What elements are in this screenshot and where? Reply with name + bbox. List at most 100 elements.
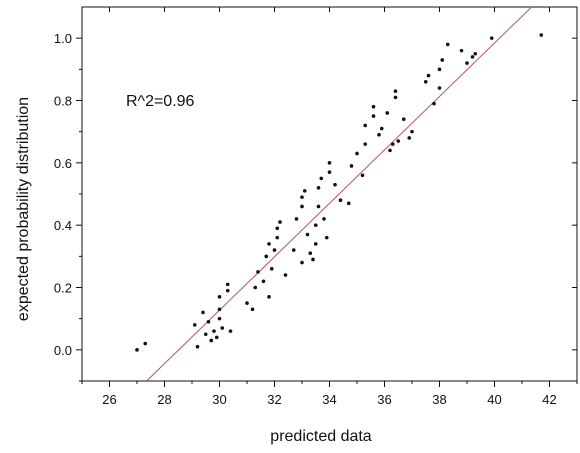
y-tick-label: 0.4	[54, 218, 72, 233]
data-point	[423, 80, 428, 84]
data-point	[135, 348, 139, 352]
data-points	[135, 33, 544, 352]
data-point	[264, 254, 269, 259]
data-point	[322, 217, 326, 221]
data-point	[300, 260, 304, 265]
data-point	[291, 248, 296, 252]
data-point	[269, 267, 274, 271]
data-point	[410, 129, 414, 134]
data-point	[275, 235, 280, 240]
fit-line	[146, 7, 532, 381]
data-point	[302, 189, 307, 193]
data-point	[195, 344, 200, 349]
x-tick-label: 32	[267, 392, 281, 407]
data-point	[220, 326, 225, 330]
data-point	[212, 329, 216, 333]
y-tick-label: 0.8	[54, 94, 72, 109]
data-point	[401, 117, 406, 121]
data-point	[217, 316, 222, 321]
data-point	[327, 170, 332, 174]
data-point	[363, 123, 368, 128]
data-point	[445, 42, 450, 47]
data-point	[327, 161, 332, 165]
x-tick-label: 42	[542, 392, 556, 407]
data-point	[379, 126, 384, 131]
data-point	[217, 295, 222, 299]
data-point	[217, 307, 222, 312]
y-tick-label: 1.0	[54, 31, 72, 46]
data-point	[489, 36, 494, 40]
data-point	[300, 195, 304, 199]
data-point	[278, 220, 282, 224]
data-point	[319, 176, 324, 181]
data-point	[393, 95, 398, 100]
x-tick-label: 36	[377, 392, 391, 407]
data-point	[393, 89, 398, 93]
data-point	[324, 235, 329, 240]
data-point	[283, 273, 288, 277]
data-point	[294, 217, 299, 221]
data-point	[539, 33, 544, 37]
data-point	[440, 58, 445, 62]
data-point	[338, 198, 343, 203]
data-point	[349, 164, 354, 168]
x-tick-label: 28	[157, 392, 171, 407]
data-point	[407, 136, 412, 140]
data-point	[426, 73, 431, 78]
data-point	[465, 61, 469, 65]
data-point	[214, 335, 219, 340]
data-point	[360, 173, 365, 178]
data-point	[308, 251, 313, 256]
data-point	[437, 67, 442, 72]
data-point	[355, 151, 359, 156]
data-point	[267, 242, 271, 246]
x-axis-ticks: 26 28 30 32 34 36 38 40 42	[81, 7, 578, 407]
data-point	[272, 248, 277, 252]
data-point	[371, 114, 376, 118]
data-point	[459, 48, 464, 53]
data-point	[313, 223, 318, 227]
data-point	[388, 148, 392, 153]
data-point	[192, 323, 197, 327]
data-point	[228, 329, 233, 333]
x-tick-label: 26	[102, 392, 116, 407]
y-tick-label: 0.0	[54, 343, 72, 358]
data-point	[346, 201, 351, 206]
data-point	[371, 104, 376, 109]
y-axis-ticks: 0.0 0.2 0.4 0.6 0.8 1.0	[54, 31, 577, 382]
data-point	[316, 185, 321, 190]
data-point	[396, 139, 401, 143]
data-point	[311, 257, 315, 262]
data-point	[143, 341, 148, 346]
data-point	[203, 332, 208, 337]
data-point	[225, 282, 230, 287]
y-tick-label: 0.6	[54, 156, 72, 171]
data-point	[267, 295, 271, 299]
data-point	[209, 338, 214, 343]
data-point	[225, 288, 230, 293]
data-point	[377, 132, 381, 137]
data-point	[305, 232, 310, 237]
data-point	[473, 51, 478, 56]
x-tick-label: 40	[487, 392, 501, 407]
data-point	[245, 301, 249, 305]
data-point	[206, 319, 211, 324]
data-point	[253, 285, 258, 290]
data-point	[250, 307, 255, 312]
data-point	[385, 111, 390, 115]
data-point	[256, 270, 260, 274]
data-point	[275, 226, 280, 231]
x-tick-label: 34	[322, 392, 336, 407]
y-axis-label: expected probability distribution	[15, 97, 32, 321]
x-tick-label: 38	[432, 392, 446, 407]
y-tick-label: 0.2	[54, 281, 72, 296]
data-point	[432, 101, 436, 106]
data-point	[313, 242, 318, 246]
annotation-r-squared: R^2=0.96	[126, 93, 195, 110]
data-point	[300, 204, 304, 209]
data-point	[201, 310, 205, 315]
data-point	[316, 204, 321, 209]
